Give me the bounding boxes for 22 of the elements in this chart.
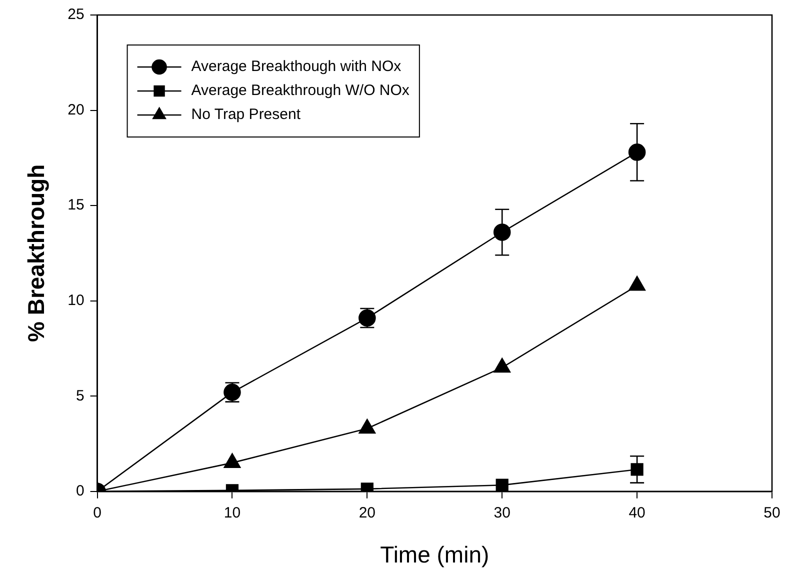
legend-label: No Trap Present xyxy=(191,106,302,124)
x-tick-label: 0 xyxy=(93,504,102,522)
legend-label: Average Breakthrough W/O NOx xyxy=(191,82,410,100)
point xyxy=(224,453,241,468)
legend-label: Average Breakthough with NOx xyxy=(191,58,402,76)
x-tick-label: 50 xyxy=(764,504,780,522)
point xyxy=(494,358,511,373)
point xyxy=(628,144,646,161)
y-tick-label: 25 xyxy=(68,6,84,24)
x-tick-label: 10 xyxy=(224,504,241,522)
y-tick-label: 0 xyxy=(76,482,84,500)
y-tick-label: 10 xyxy=(68,292,84,309)
point xyxy=(358,418,376,434)
y-axis-title: % Breakthrough xyxy=(23,164,50,342)
y-tick-label: 20 xyxy=(68,101,84,118)
y-tick-label: 15 xyxy=(68,196,84,214)
x-tick-label: 30 xyxy=(494,504,510,522)
x-axis-title: Time (min) xyxy=(380,542,490,568)
x-tick-label: 40 xyxy=(628,504,646,522)
x-tick-label: 20 xyxy=(358,504,376,522)
point xyxy=(628,276,646,291)
y-tick-label: 5 xyxy=(76,387,84,404)
